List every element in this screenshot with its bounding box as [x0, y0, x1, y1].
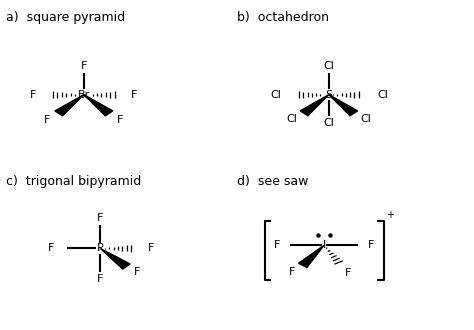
Text: F: F — [117, 115, 123, 125]
Text: F: F — [148, 244, 154, 253]
Text: F: F — [346, 268, 352, 278]
Text: Cl: Cl — [323, 61, 334, 71]
Text: Cl: Cl — [377, 90, 388, 100]
Text: F: F — [81, 61, 87, 71]
Text: F: F — [368, 240, 374, 250]
Text: d)  see saw: d) see saw — [237, 175, 309, 188]
Text: F: F — [134, 267, 140, 278]
Text: a)  square pyramid: a) square pyramid — [6, 11, 125, 24]
Text: I: I — [322, 240, 326, 250]
Text: Cl: Cl — [270, 90, 281, 100]
Text: F: F — [289, 267, 296, 277]
Text: c)  trigonal bipyramid: c) trigonal bipyramid — [6, 175, 141, 188]
Text: Br: Br — [78, 90, 90, 100]
Text: Cl: Cl — [361, 114, 372, 123]
Text: Cl: Cl — [323, 118, 334, 128]
Text: F: F — [97, 274, 103, 284]
Text: F: F — [44, 115, 51, 125]
Polygon shape — [329, 95, 357, 116]
Text: F: F — [274, 240, 280, 250]
Text: F: F — [30, 90, 36, 100]
Polygon shape — [300, 95, 329, 116]
Polygon shape — [299, 245, 324, 268]
Polygon shape — [100, 248, 130, 269]
Text: S: S — [325, 90, 332, 100]
Text: F: F — [48, 244, 55, 253]
Polygon shape — [55, 95, 84, 116]
Text: +: + — [386, 210, 394, 220]
Text: F: F — [131, 90, 138, 100]
Text: Cl: Cl — [286, 114, 297, 123]
Text: P: P — [97, 244, 104, 253]
Text: F: F — [97, 213, 103, 222]
Text: b)  octahedron: b) octahedron — [237, 11, 329, 24]
Polygon shape — [84, 95, 113, 116]
